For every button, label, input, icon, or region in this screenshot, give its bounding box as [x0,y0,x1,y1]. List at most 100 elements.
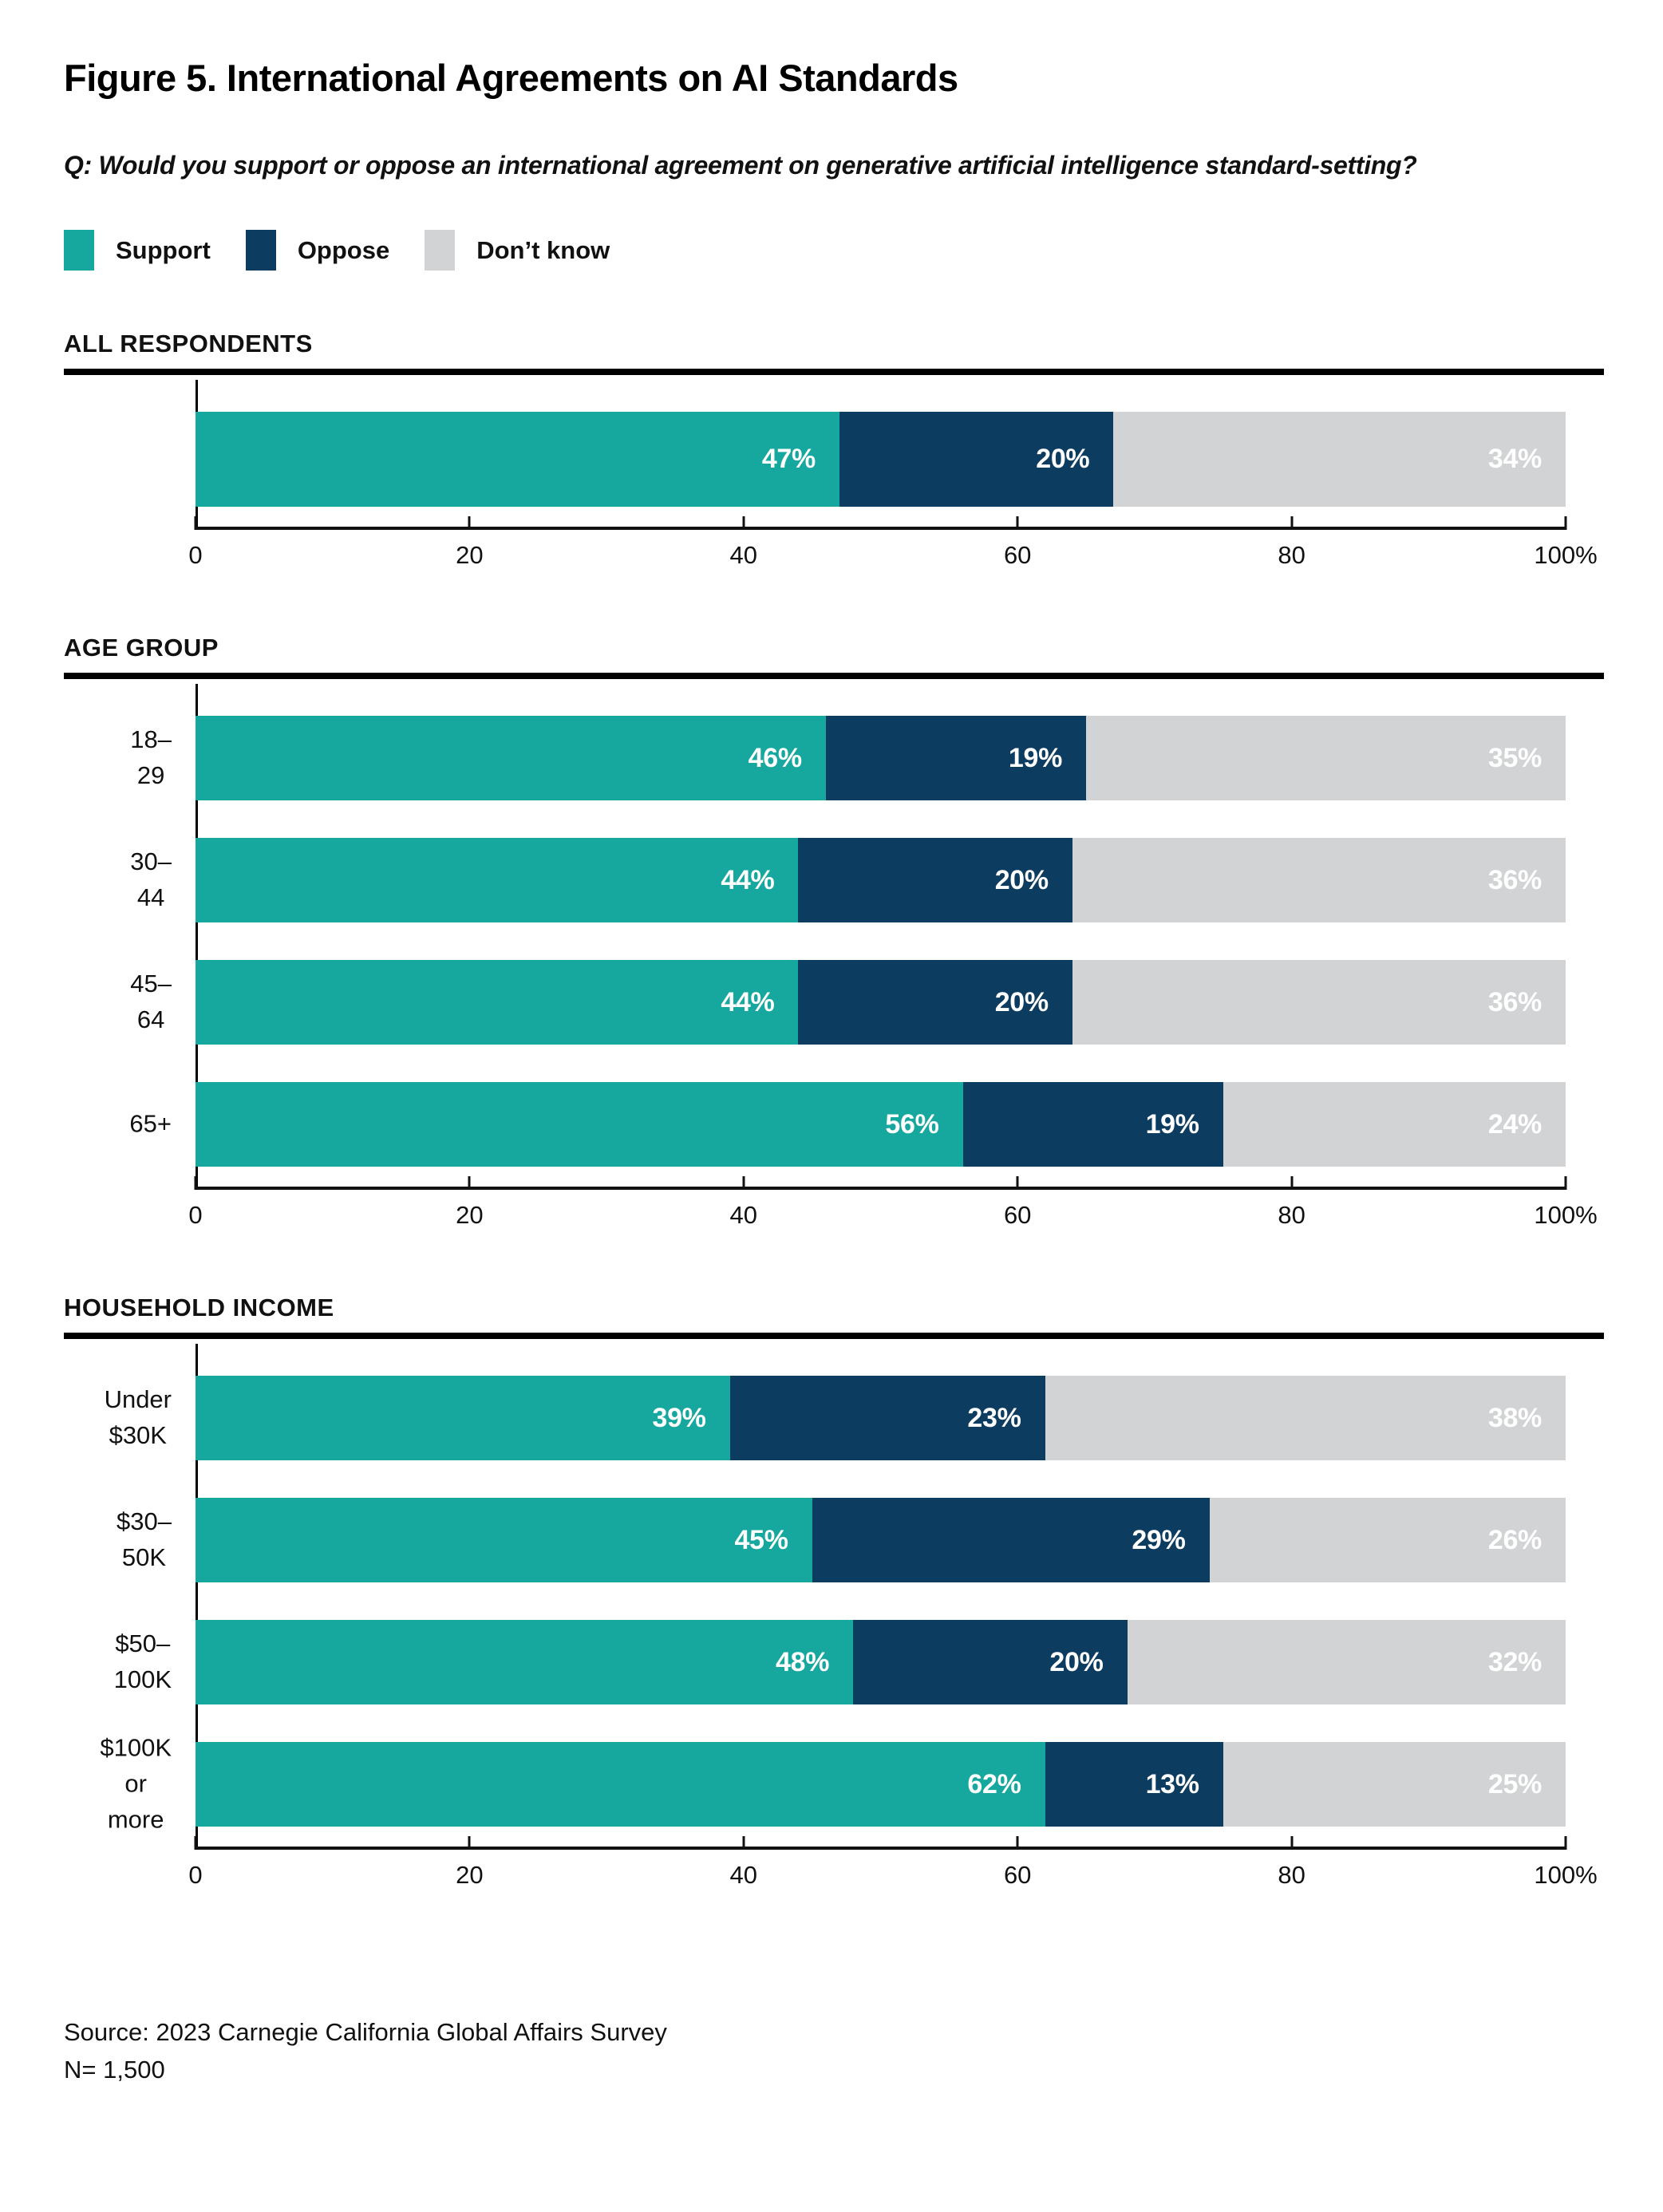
chart-section-all-respondents: ALL RESPONDENTS 47% 20% 34% 0 20 40 60 80 100% [64,330,1604,575]
bar-row: $30–50K 45% 29% 26% [117,1498,1566,1582]
axis-tick-label: 0 [188,541,203,569]
segment-value-label: 24% [1487,1108,1542,1140]
axis-tick-label: 80 [1278,1861,1306,1889]
bar-row: $100K or more 62% 13% 25% [100,1734,1566,1833]
axis-tick [1016,516,1019,530]
plot-area: 18–29 46% 19% 35% 30–44 44% 20% 36% 45–64 44% 20% 3… [129,684,1566,1187]
bar-segment-don-t-know: 25% [1223,1742,1566,1827]
x-axis [194,516,1567,530]
bar-segment-support: 44% [196,838,799,922]
section-divider [64,673,1604,679]
bar-segment-oppose: 19% [962,1082,1223,1167]
segment-value-label: 19% [1145,1108,1199,1140]
chart-age-group: 18–29 46% 19% 35% 30–44 44% 20% 36% 45–64 44% 20% 3… [64,684,1604,1234]
category-label: 30–44 [130,847,172,911]
legend-item-oppose: Oppose [245,230,389,271]
category-label: $100K or more [100,1733,172,1834]
axis-tick-label: 80 [1278,1201,1306,1229]
bar-row: 65+ 56% 19% 24% [129,1082,1566,1167]
legend-color-swatch [245,230,276,271]
axis-tick [1290,1836,1294,1850]
bar-segment-support: 39% [196,1376,730,1460]
bar-segment-support: 46% [196,716,826,800]
segment-value-label: 56% [885,1108,939,1140]
bar-row: 18–29 46% 19% 35% [130,716,1566,800]
segment-value-label: 36% [1487,864,1542,895]
segment-value-label: 44% [721,864,775,895]
x-axis [194,1836,1567,1850]
plot-area: Under $30K 39% 23% 38% $30–50K 45% 29% 26% $50–1… [100,1344,1566,1847]
chart-all-respondents: 47% 20% 34% 0 20 40 60 80 100% [64,380,1604,575]
section-divider [64,1333,1604,1339]
legend: Support Oppose Don’t know [64,230,1604,271]
stacked-bar: 45% 29% 26% [196,1498,1566,1582]
category-label: 18–29 [130,725,172,789]
axis-tick-label: 20 [456,541,484,569]
segment-value-label: 46% [748,742,802,773]
legend-item-support: Support [64,230,211,271]
axis-tick [1290,1176,1294,1190]
chart-section-age-group: AGE GROUP 18–29 46% 19% 35% 30–44 44% 20% 36% 45–… [64,634,1604,1234]
bar-row: $50–100K 48% 20% 32% [114,1620,1566,1704]
axis-tick-label: 40 [729,1861,758,1889]
segment-value-label: 32% [1487,1646,1542,1677]
bar-segment-support: 48% [196,1620,854,1704]
bar-segment-don-t-know: 24% [1223,1082,1566,1167]
axis-tick-label: 40 [729,1201,758,1229]
axis-tick-label: 40 [729,541,758,569]
bar-segment-don-t-know: 38% [1045,1376,1566,1460]
axis-tick-label: 60 [1003,541,1032,569]
y-axis-line [196,1344,198,1847]
bar-segment-oppose: 23% [729,1376,1045,1460]
segment-value-label: 38% [1487,1402,1542,1433]
axis-tick [1290,516,1294,530]
segment-value-label: 25% [1487,1768,1542,1799]
bar-segment-don-t-know: 34% [1113,412,1566,507]
bar-segment-don-t-know: 36% [1072,960,1566,1045]
segment-value-label: 39% [652,1402,706,1433]
figure: Figure 5. International Agreements on AI… [64,56,1604,2088]
axis-tick [1016,1836,1019,1850]
bar-segment-don-t-know: 26% [1209,1498,1566,1582]
section-title: HOUSEHOLD INCOME [64,1294,334,1321]
segment-value-label: 36% [1487,986,1542,1017]
chart-household-income: Under $30K 39% 23% 38% $30–50K 45% 29% 26% $50–1… [64,1344,1604,1894]
bar-segment-oppose: 20% [798,960,1072,1045]
bar-segment-oppose: 19% [825,716,1087,800]
bar-row: 47% 20% 34% [196,412,1566,507]
segment-value-label: 19% [1008,742,1063,773]
legend-color-swatch [425,230,456,271]
segment-value-label: 23% [967,1402,1021,1433]
figure-title: Figure 5. International Agreements on AI… [64,57,958,99]
x-axis [194,1176,1567,1190]
x-axis-labels: 0 20 40 60 80 100% [188,1201,1597,1234]
axis-tick [468,1836,471,1850]
axis-tick [742,1176,745,1190]
category-label: 45–64 [130,970,172,1033]
stacked-bar: 39% 23% 38% [196,1376,1566,1460]
legend-item-label: Support [116,235,211,264]
bar-segment-don-t-know: 35% [1086,716,1566,800]
legend-item-don-t-know: Don’t know [425,230,610,271]
bar-row: 30–44 44% 20% 36% [130,838,1566,922]
axis-tick [742,1836,745,1850]
segment-value-label: 26% [1487,1524,1542,1555]
stacked-bar: 44% 20% 36% [196,838,1566,922]
bar-segment-don-t-know: 32% [1127,1620,1566,1704]
segment-value-label: 29% [1132,1524,1186,1555]
axis-tick [468,516,471,530]
segment-value-label: 48% [776,1646,830,1677]
axis-tick-label: 60 [1003,1201,1032,1229]
axis-tick-label: 100% [1534,541,1598,569]
segment-value-label: 20% [1049,1646,1104,1677]
segment-value-label: 35% [1487,742,1542,773]
axis-tick [194,1836,197,1850]
segment-value-label: 20% [1036,444,1090,474]
bar-segment-support: 44% [196,960,799,1045]
stacked-bar: 47% 20% 34% [196,412,1566,507]
axis-tick [742,516,745,530]
plot-area: 47% 20% 34% [196,380,1566,527]
segment-value-label: 13% [1145,1768,1199,1799]
segment-value-label: 44% [721,986,775,1017]
bar-row: Under $30K 39% 23% 38% [105,1376,1566,1460]
